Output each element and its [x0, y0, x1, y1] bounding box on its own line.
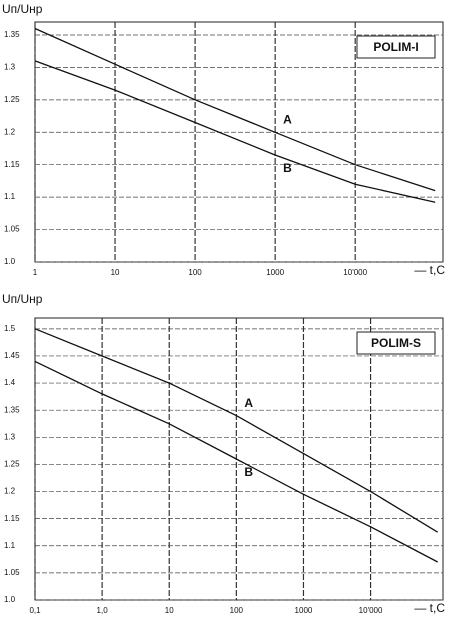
- y-tick-label: 1.2: [4, 487, 16, 496]
- y-tick-label: 1.15: [4, 160, 20, 169]
- y-tick-label: 1.4: [4, 378, 16, 387]
- y-tick-label: 1.05: [4, 568, 20, 577]
- y-tick-label: 1.3: [4, 63, 16, 72]
- x-tick-label: 10'000: [359, 606, 383, 615]
- y-tick-label: 1.25: [4, 95, 20, 104]
- y-tick-label: 1.05: [4, 225, 20, 234]
- y-tick-label: 1.5: [4, 324, 16, 333]
- y-tick-label: 1.35: [4, 405, 20, 414]
- y-axis-label: Uп/Uнр: [2, 2, 43, 16]
- y-tick-label: 1.1: [4, 541, 16, 550]
- series-line: [34, 60, 436, 203]
- x-tick-label: 1,0: [97, 606, 109, 615]
- x-tick-label: 0,1: [29, 606, 41, 615]
- y-tick-label: 1.15: [4, 514, 20, 523]
- series-label: A: [283, 112, 292, 126]
- y-tick-label: 1.35: [4, 30, 20, 39]
- title-box: [356, 331, 436, 355]
- x-tick-label: 10'000: [343, 268, 367, 277]
- x-tick-label: 100: [188, 268, 202, 277]
- x-tick-label: 10: [165, 606, 174, 615]
- series-label: A: [244, 396, 253, 410]
- x-tick-label: 1000: [266, 268, 284, 277]
- x-tick-label: 100: [230, 606, 244, 615]
- x-tick-label: 1000: [295, 606, 313, 615]
- x-tick-label: 1: [33, 268, 38, 277]
- y-tick-label: 1.1: [4, 192, 16, 201]
- y-tick-label: 1.0: [4, 595, 16, 604]
- y-tick-label: 1.2: [4, 127, 16, 136]
- y-axis-label: Uп/Uнр: [2, 292, 43, 306]
- chart-title: POLIM-I: [373, 40, 418, 54]
- x-tick-label: 10: [111, 268, 120, 277]
- plot-frame: [34, 21, 444, 263]
- x-axis-label: — t,C: [414, 601, 445, 615]
- series-line: [34, 360, 439, 563]
- series-line: [34, 328, 439, 533]
- y-tick-label: 1.0: [4, 257, 16, 266]
- y-tick-label: 1.25: [4, 460, 20, 469]
- plot-frame: [34, 317, 444, 601]
- x-axis-label: — t,C: [414, 263, 445, 277]
- series-line: [34, 27, 436, 192]
- y-tick-label: 1.45: [4, 351, 20, 360]
- series-label: B: [244, 465, 253, 479]
- chart-title: POLIM-S: [371, 336, 421, 350]
- series-label: B: [283, 161, 292, 175]
- y-tick-label: 1.3: [4, 432, 16, 441]
- title-box: [356, 35, 436, 59]
